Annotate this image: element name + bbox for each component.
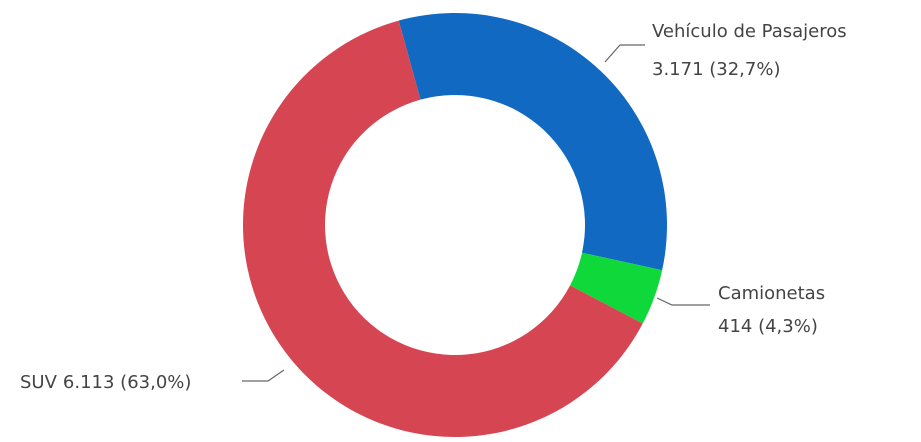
category-label: Camionetas [718,283,825,304]
labels: Vehículo de Pasajeros 3.171 (32,7%) Camion… [20,21,847,393]
value-label: 414 (4,3%) [718,316,818,337]
category-label: SUV [20,372,58,393]
slice [242,20,643,438]
label: SUV 6.113 (63,0%) [20,372,191,393]
category-label: Vehículo de Pasajeros [652,21,847,42]
slice [570,252,663,324]
leader-line [604,44,645,63]
value-label: 6.113 (63,0%) [63,372,191,393]
slices [242,13,667,438]
leader-line [242,369,285,382]
value-label: 3.171 (32,7%) [652,59,780,80]
slice [398,13,667,271]
leader-line [656,297,710,306]
